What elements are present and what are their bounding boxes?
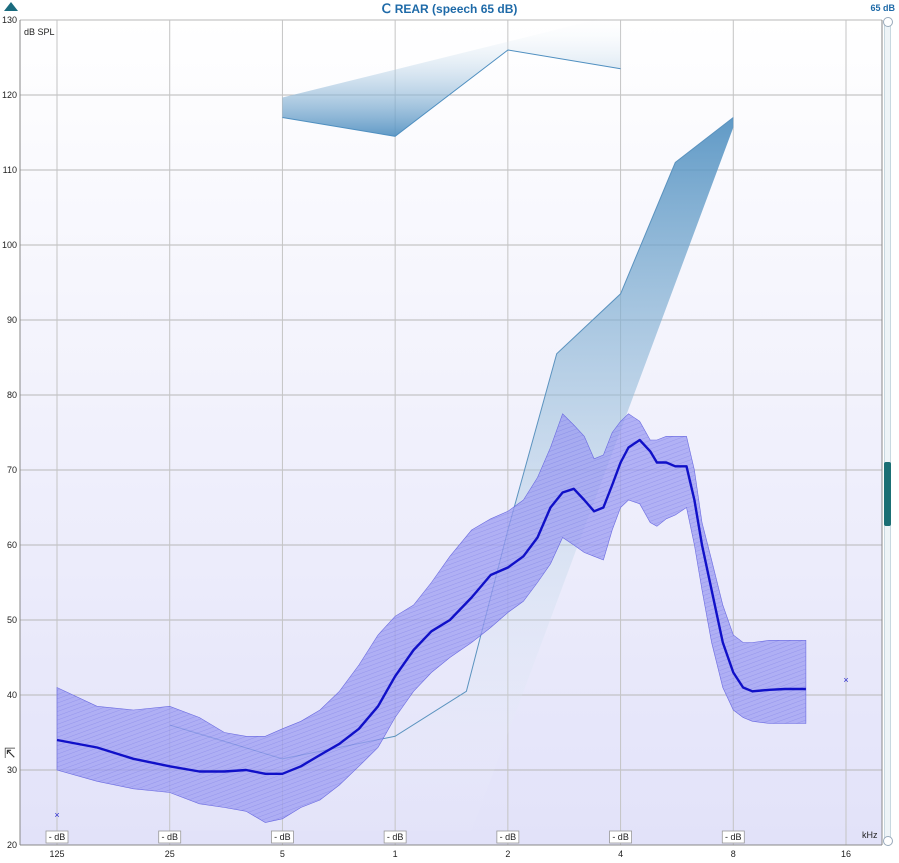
db-marker-box (383, 830, 407, 844)
slider-bottom-knob[interactable] (883, 836, 893, 846)
ucl-upper-area (282, 13, 621, 137)
slider-top-knob[interactable] (883, 17, 893, 27)
y-tick-label: 20 (7, 840, 17, 850)
y-tick-label: 80 (7, 390, 17, 400)
cross-marker: × (54, 810, 59, 820)
response-curve (56, 438, 806, 775)
x-axis-label: kHz (862, 830, 878, 840)
y-tick-label: 30 (7, 765, 17, 775)
y-axis-label: dB SPL (24, 27, 55, 37)
y-tick-label: 50 (7, 615, 17, 625)
db-marker-box (496, 830, 520, 844)
x-tick-label: 5 (280, 849, 285, 859)
x-tick-label: 4 (618, 849, 623, 859)
y-tick-label: 90 (7, 315, 17, 325)
cross-marker: × (843, 675, 848, 685)
level-slider-handle[interactable] (884, 462, 891, 526)
collapse-arrow-icon[interactable] (4, 2, 18, 11)
response-line (56, 438, 806, 775)
level-slider-track[interactable] (884, 22, 891, 842)
db-marker-box (158, 830, 182, 844)
response-range-band (56, 413, 807, 823)
db-marker-label: - dB (725, 832, 742, 842)
level-readout: 65 dB (870, 3, 895, 13)
x-tick-label: 2 (505, 849, 510, 859)
x-tick-label: 25 (165, 849, 175, 859)
chart-title: Ⅽ REAR (speech 65 dB) (0, 0, 899, 18)
db-marker-box (45, 830, 69, 844)
ucl-upper-line (282, 49, 621, 137)
x-tick-label: 125 (49, 849, 64, 859)
axis-labels: 20 30 40 50 60 70 80 90 100 110 120 130 125 25 5 1 2 4 8 16… (2, 15, 851, 859)
db-marker-label: - dB (612, 832, 629, 842)
ear-icon: Ⅽ (381, 1, 391, 16)
x-tick-label: 16 (841, 849, 851, 859)
y-tick-label: 70 (7, 465, 17, 475)
y-tick-label: 110 (3, 165, 17, 175)
db-marker-box (721, 830, 745, 844)
db-marker-label: - dB (500, 832, 517, 842)
db-marker-box (271, 830, 294, 844)
response-range (56, 413, 807, 823)
x-tick-label: 1 (393, 849, 398, 859)
y-tick-label: 60 (7, 540, 17, 550)
y-tick-label: 120 (2, 90, 17, 100)
chart-title-text: REAR (speech 65 dB) (394, 2, 518, 16)
y-tick-label: 130 (2, 15, 17, 25)
y-tick-label: 40 (7, 690, 17, 700)
db-marker-label: - dB (49, 832, 66, 842)
mouse-cursor-icon: ⇱ (4, 745, 16, 761)
db-marker-label: - dB (274, 832, 291, 842)
db-marker-label: - dB (387, 832, 404, 842)
x-tick-label: 8 (731, 849, 736, 859)
markers: ×× (54, 675, 848, 820)
db-marker-box (609, 830, 632, 844)
db-marker-label: - dB (161, 832, 178, 842)
y-tick-label: 100 (2, 240, 17, 250)
